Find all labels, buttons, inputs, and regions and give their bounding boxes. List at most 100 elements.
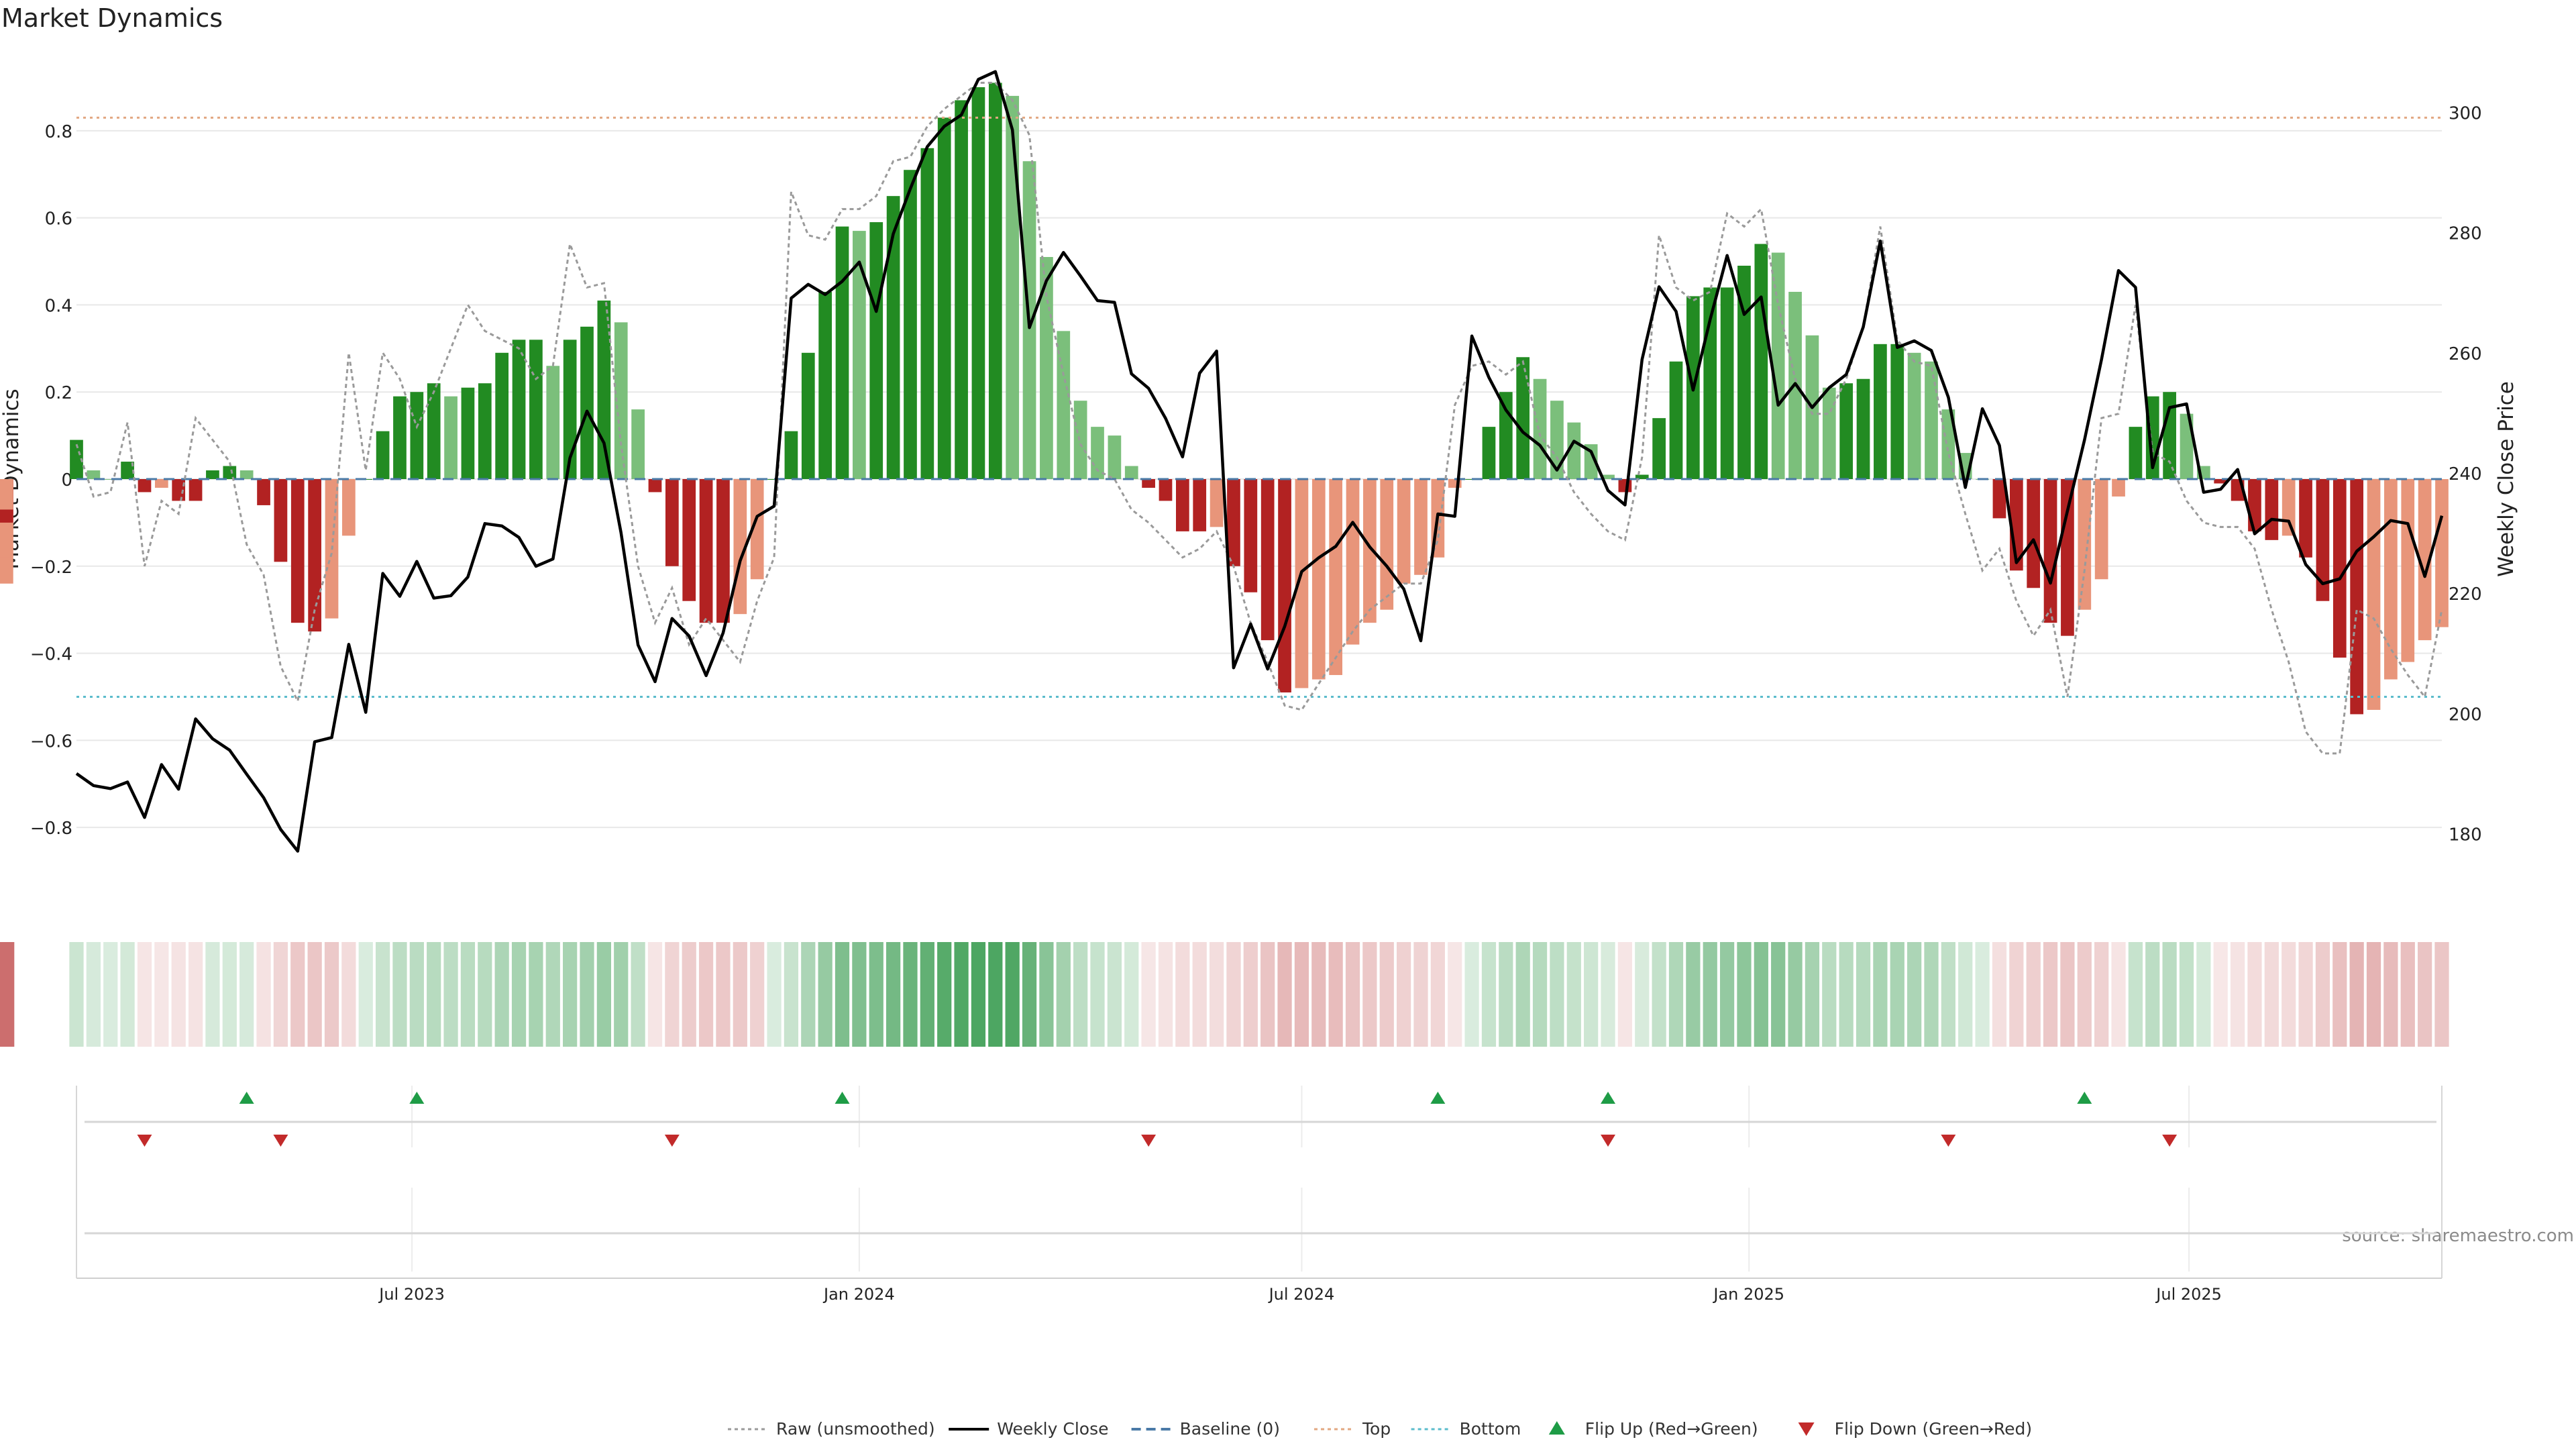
y-tick-label-right: 280	[2449, 224, 2482, 244]
heat-strip-cell	[120, 942, 135, 1047]
momentum-bar	[2214, 479, 2228, 484]
legend-item: Flip Up (Red→Green)	[1548, 1419, 1758, 1439]
momentum-bar	[512, 340, 526, 479]
x-tick-label: Jul 2024	[1268, 1285, 1335, 1304]
heat-strip-cell	[988, 942, 1003, 1047]
heat-strip-cell	[273, 942, 288, 1047]
heat-strip-cell	[1566, 942, 1581, 1047]
momentum-bar	[1057, 331, 1071, 479]
momentum-bar	[2265, 479, 2279, 540]
heat-strip-cell	[529, 942, 543, 1047]
heat-strip-cell	[1703, 942, 1717, 1047]
heat-strip-cell	[188, 942, 203, 1047]
momentum-bar	[1108, 435, 1122, 479]
momentum-bar	[1890, 344, 1904, 479]
flip-up-marker	[239, 1092, 254, 1104]
heat-strip-cell	[885, 942, 901, 1047]
heat-strip-cell	[1124, 942, 1139, 1047]
momentum-bar	[2180, 413, 2194, 479]
momentum-bar	[2078, 479, 2092, 610]
flip-down-marker	[2162, 1135, 2178, 1147]
momentum-bar	[70, 439, 83, 479]
momentum-bar	[138, 479, 152, 492]
x-tick-label: Jan 2025	[1712, 1285, 1784, 1304]
momentum-bar	[2129, 427, 2143, 479]
heat-strip-cell	[1992, 942, 2007, 1047]
momentum-bar	[853, 231, 866, 479]
heat-strip-cell	[1737, 942, 1752, 1047]
heat-strip-cell	[2332, 942, 2347, 1047]
momentum-bar	[1260, 479, 1275, 641]
heat-strip-cell	[971, 942, 986, 1047]
heat-strip-cell	[2026, 942, 2041, 1047]
momentum-bar	[495, 352, 509, 479]
momentum-bar	[172, 479, 186, 501]
momentum-bar	[1584, 444, 1598, 479]
momentum-bar	[1907, 352, 1921, 479]
heat-strip-cell	[2282, 942, 2296, 1047]
heat-strip-cell	[1975, 942, 1990, 1047]
legend-label: Raw (unsmoothed)	[776, 1419, 935, 1439]
heat-strip-cell	[494, 942, 509, 1047]
momentum-bar	[988, 83, 1002, 479]
momentum-bar	[1210, 479, 1224, 527]
heat-strip-cell	[1907, 942, 1922, 1047]
y-tick-label-right: 300	[2449, 104, 2482, 124]
momentum-bar	[2094, 479, 2108, 580]
momentum-bar	[546, 366, 560, 479]
heat-strip-cell	[0, 942, 15, 1047]
heat-strip-cell	[1941, 942, 1955, 1047]
weekly-close-line	[75, 70, 2444, 853]
momentum-bar	[308, 479, 321, 632]
heat-strip-cell	[2230, 942, 2245, 1047]
heat-strip-cell	[2094, 942, 2109, 1047]
momentum-bar	[1380, 479, 1394, 610]
heat-strip-cell	[1822, 942, 1837, 1047]
heat-strip-cell	[1277, 942, 1292, 1047]
momentum-bar	[1193, 479, 1207, 531]
heat-strip-cell	[767, 942, 782, 1047]
heat-strip-cell	[1805, 942, 1820, 1047]
momentum-bar	[1992, 479, 2006, 519]
heat-strip-cell	[1141, 942, 1156, 1047]
legend-label: Flip Up (Red→Green)	[1585, 1419, 1758, 1439]
heat-strip-cell	[2315, 942, 2330, 1047]
heat-strip-cell	[1754, 942, 1768, 1047]
momentum-bar	[665, 479, 679, 566]
heat-strip-cell	[1668, 942, 1684, 1047]
heat-strip-cell	[835, 942, 850, 1047]
heat-strip-cell	[1107, 942, 1122, 1047]
heat-strip-cell	[2179, 942, 2194, 1047]
legend-label: Baseline (0)	[1180, 1419, 1280, 1439]
momentum-bar	[920, 148, 934, 479]
heat-strip-cell	[205, 942, 220, 1047]
heat-strip-cell	[1856, 942, 1871, 1047]
heat-strip-cell	[0, 942, 15, 1047]
heat-strip-cell	[1294, 942, 1309, 1047]
flip-down-marker	[1941, 1135, 1956, 1147]
momentum-bar	[103, 479, 117, 480]
momentum-bar	[1720, 287, 1734, 479]
momentum-bar	[1073, 401, 1087, 479]
y-tick-label-right: 200	[2449, 705, 2482, 725]
momentum-bar	[1754, 244, 1768, 479]
heat-strip-cell	[358, 942, 373, 1047]
heat-strip-cell	[1039, 942, 1054, 1047]
y-tick-label-left: −0.8	[30, 819, 72, 839]
momentum-bar	[1244, 479, 1258, 592]
legend-label: Weekly Close	[997, 1419, 1108, 1439]
momentum-bar	[87, 470, 101, 479]
momentum-bar	[2248, 479, 2261, 531]
heat-strip-cell	[1362, 942, 1377, 1047]
heat-strip-cell	[1379, 942, 1394, 1047]
heat-strip-cell	[2400, 942, 2415, 1047]
heat-strip-cell	[1328, 942, 1343, 1047]
momentum-bar	[682, 479, 696, 601]
heat-strip-cell	[0, 942, 15, 1047]
heat-strip-cell	[596, 942, 611, 1047]
momentum-bar	[1533, 378, 1547, 479]
source-note: source: sharemaestro.com	[2342, 1226, 2574, 1246]
flip-down-marker	[1601, 1135, 1616, 1147]
heat-strip-cell	[1617, 942, 1633, 1047]
